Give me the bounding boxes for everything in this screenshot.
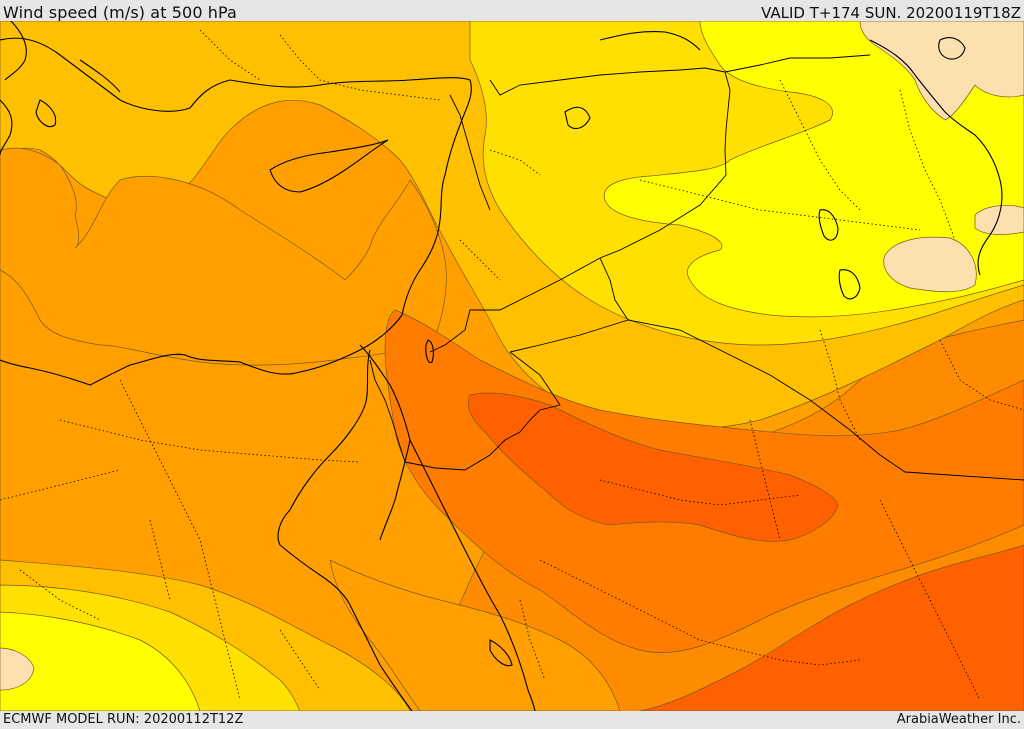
internal-borders bbox=[0, 29, 1024, 701]
model-run-label: ECMWF MODEL RUN: 20200112T12Z bbox=[3, 712, 244, 727]
valid-time: VALID T+174 SUN. 20200119T18Z bbox=[761, 4, 1021, 22]
country-borders bbox=[369, 54, 1024, 481]
map-title: Wind speed (m/s) at 500 hPa bbox=[3, 3, 237, 22]
contour-pale-patch-ne2 bbox=[974, 205, 1024, 235]
map-header: Wind speed (m/s) at 500 hPa VALID T+174 … bbox=[0, 0, 1024, 22]
contour-pale-patch-ne bbox=[859, 21, 1024, 121]
contour-pale-patch-sw-inner bbox=[0, 647, 35, 691]
contour-tongue-orange bbox=[0, 147, 447, 366]
wind-speed-map-svg bbox=[0, 21, 1024, 711]
contour-core-red-southeast bbox=[639, 544, 1024, 711]
map-footer: ECMWF MODEL RUN: 20200112T12Z ArabiaWeat… bbox=[0, 711, 1024, 729]
contour-core-yellow-sw bbox=[0, 611, 201, 711]
weather-map bbox=[0, 21, 1024, 711]
coastlines bbox=[0, 21, 1003, 711]
contour-pale-patch-east bbox=[883, 236, 977, 293]
contour-band-redsea bbox=[329, 559, 621, 711]
credit-label: ArabiaWeather Inc. bbox=[896, 712, 1021, 727]
contour-core-red-central bbox=[467, 392, 839, 542]
